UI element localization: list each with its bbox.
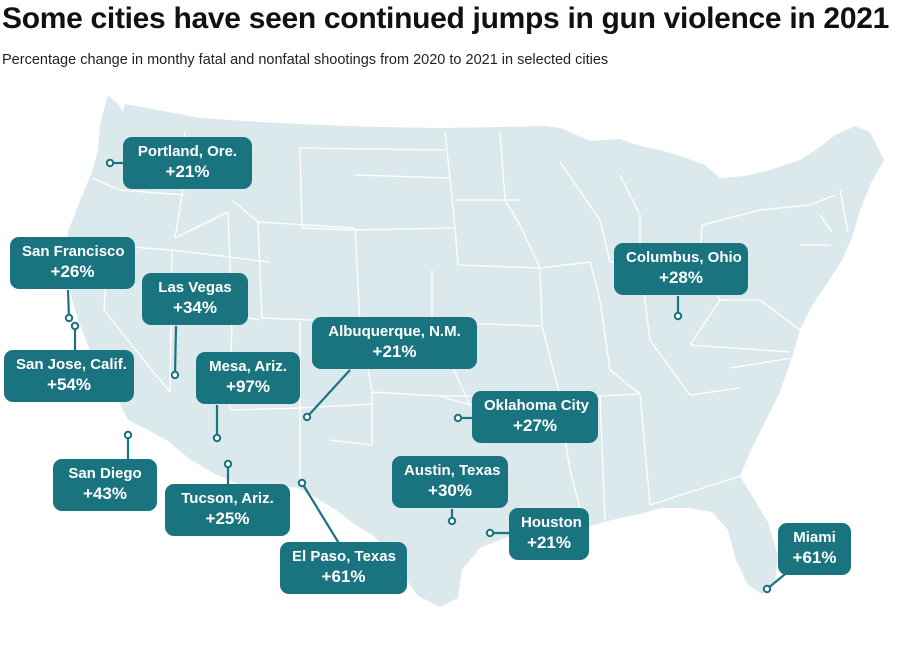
callout-las-vegas: Las Vegas +34% bbox=[142, 273, 248, 325]
callout-mesa: Mesa, Ariz. +97% bbox=[196, 352, 300, 404]
city-name: Oklahoma City bbox=[484, 397, 590, 414]
city-name: San Diego bbox=[68, 465, 142, 482]
chart-title: Some cities have seen continued jumps in… bbox=[2, 2, 889, 35]
callout-albuquerque: Albuquerque, N.M. +21% bbox=[312, 317, 477, 369]
city-change: +28% bbox=[659, 268, 703, 287]
callout-austin: Austin, Texas +30% bbox=[392, 456, 508, 508]
city-name: Tucson, Ariz. bbox=[181, 490, 274, 507]
callout-san-francisco: San Francisco +26% bbox=[10, 237, 135, 289]
city-name: Austin, Texas bbox=[404, 462, 501, 479]
callout-oklahoma-city: Oklahoma City +27% bbox=[472, 391, 598, 443]
city-change: +43% bbox=[83, 484, 127, 503]
city-change: +27% bbox=[513, 416, 557, 435]
city-change: +21% bbox=[165, 162, 210, 181]
city-name: Houston bbox=[521, 514, 582, 531]
chart-subtitle: Percentage change in monthy fatal and no… bbox=[2, 52, 609, 68]
city-change: +21% bbox=[527, 533, 571, 552]
city-change: +97% bbox=[226, 377, 270, 396]
city-change: +61% bbox=[321, 567, 366, 586]
city-name: El Paso, Texas bbox=[292, 548, 396, 565]
city-name: Albuquerque, N.M. bbox=[328, 323, 461, 340]
city-change: +21% bbox=[372, 342, 417, 361]
city-change: +54% bbox=[47, 375, 91, 394]
city-change: +26% bbox=[50, 262, 95, 281]
city-name: Columbus, Ohio bbox=[626, 249, 742, 266]
city-change: +34% bbox=[173, 298, 217, 317]
callout-houston: Houston +21% bbox=[509, 508, 589, 560]
callout-san-diego: San Diego +43% bbox=[53, 459, 157, 511]
city-name: San Jose, Calif. bbox=[16, 356, 127, 373]
callout-san-jose: San Jose, Calif. +54% bbox=[4, 350, 134, 402]
city-change: +30% bbox=[428, 481, 472, 500]
city-change: +61% bbox=[792, 548, 837, 567]
city-name: Las Vegas bbox=[158, 279, 232, 296]
callout-columbus: Columbus, Ohio +28% bbox=[614, 243, 748, 295]
callout-portland: Portland, Ore. +21% bbox=[123, 137, 252, 189]
city-change: +25% bbox=[205, 509, 250, 528]
callout-miami: Miami +61% bbox=[778, 523, 851, 575]
callout-tucson: Tucson, Ariz. +25% bbox=[165, 484, 290, 536]
city-name: Portland, Ore. bbox=[137, 143, 238, 160]
city-name: San Francisco bbox=[22, 243, 125, 260]
callout-el-paso: El Paso, Texas +61% bbox=[280, 542, 407, 594]
city-name: Miami bbox=[793, 529, 836, 546]
city-name: Mesa, Ariz. bbox=[209, 358, 287, 375]
